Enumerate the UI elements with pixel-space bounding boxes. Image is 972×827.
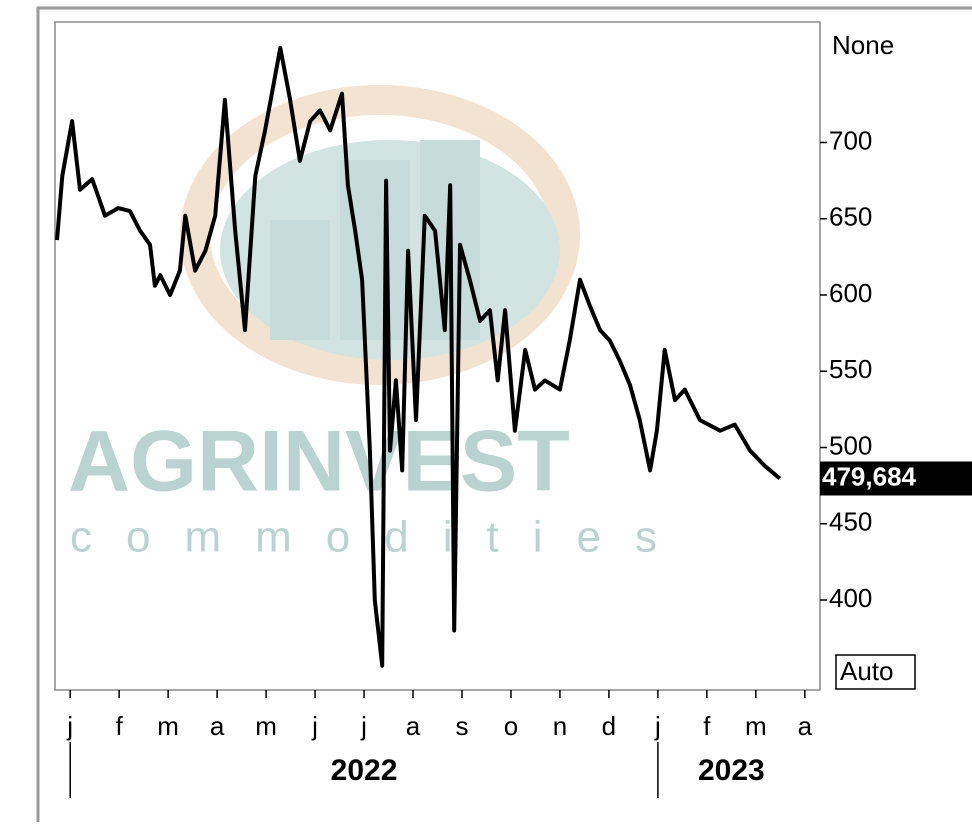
year-label: 2023	[698, 754, 765, 787]
y-tick-label: 700	[829, 125, 872, 155]
last-value-badge	[820, 461, 972, 496]
x-tick-label: j	[66, 711, 73, 741]
x-tick-label: j	[311, 711, 318, 741]
x-tick-label: m	[157, 711, 179, 741]
x-tick-label: a	[406, 711, 421, 741]
y-tick-label: 600	[829, 278, 872, 308]
y-tick-label: 400	[829, 583, 872, 613]
x-tick-label: d	[602, 711, 616, 741]
x-tick-label: a	[210, 711, 225, 741]
plot-area	[54, 21, 821, 691]
year-label: 2022	[331, 754, 398, 787]
x-tick-label: j	[360, 711, 367, 741]
watermark-tagline: commodities	[70, 513, 691, 562]
auto-button[interactable]	[835, 654, 916, 690]
y-tick-label: 550	[829, 354, 872, 384]
x-tick-label: j	[654, 711, 661, 741]
price-line	[55, 45, 782, 668]
top-label: None	[832, 30, 894, 60]
x-tick-label: m	[745, 711, 767, 741]
x-tick-label: n	[553, 711, 567, 741]
y-tick-label: 650	[829, 202, 872, 232]
last-value-label: 479,684	[822, 461, 917, 491]
x-tick-label: a	[798, 711, 813, 741]
bottom-label[interactable]: Auto	[840, 656, 894, 686]
y-tick-label: 450	[829, 507, 872, 537]
x-tick-label: f	[116, 711, 124, 741]
y-tick-label: 500	[829, 430, 872, 460]
x-tick-label: f	[703, 711, 711, 741]
watermark-brand: AGRINVEST	[68, 414, 570, 510]
x-tick-label: m	[255, 711, 277, 741]
x-tick-label: s	[455, 711, 468, 741]
x-tick-label: o	[504, 711, 518, 741]
